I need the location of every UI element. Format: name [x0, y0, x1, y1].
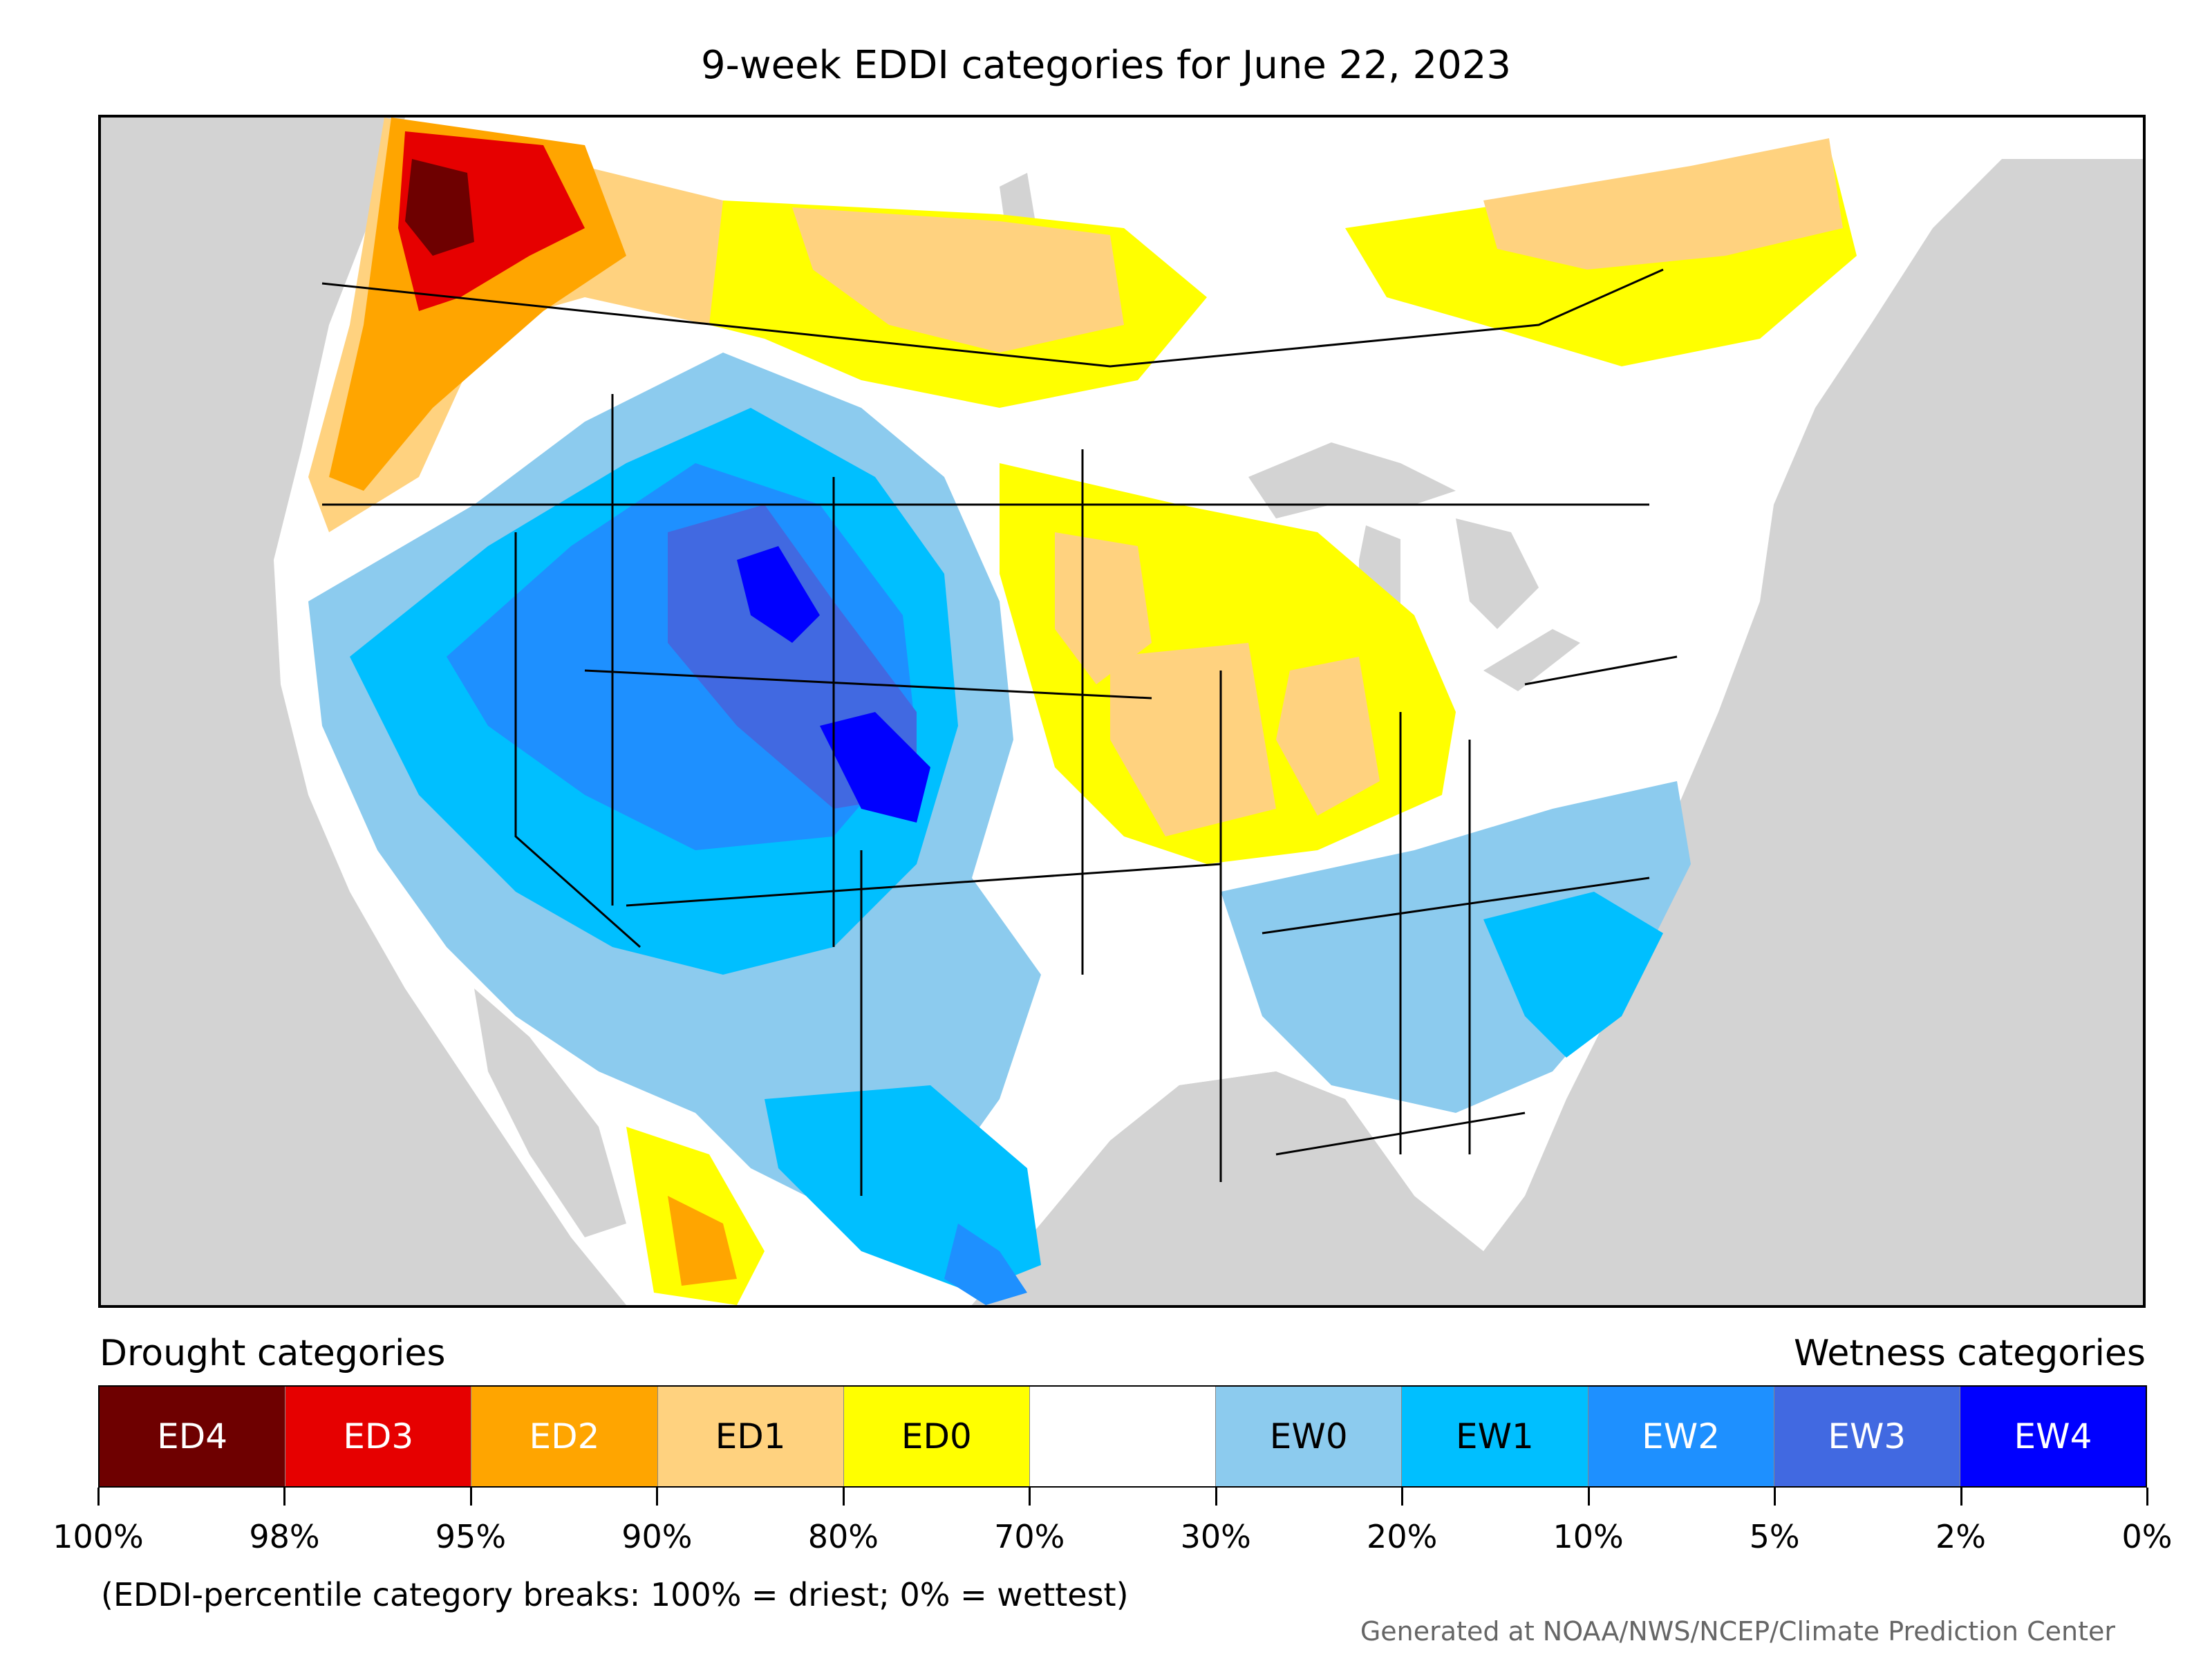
legend-swatch-ew1: EW1: [1402, 1387, 1588, 1486]
lake-huron: [1456, 518, 1539, 629]
ew4-colorado: [820, 712, 930, 823]
credit-text: Generated at NOAA/NWS/NCEP/Climate Predi…: [1360, 1616, 2115, 1647]
legend-ticks: [97, 1488, 2148, 1508]
legend-tick-label: 70%: [994, 1518, 1065, 1555]
legend-swatch-normal: [1029, 1387, 1217, 1486]
ew2-texas-coast: [944, 1224, 1027, 1305]
ed1-midwest-iowa: [1055, 532, 1152, 684]
legend-swatch-ed3: ED3: [285, 1387, 472, 1486]
legend-tick: [469, 1488, 472, 1506]
legend-tick: [2146, 1488, 2148, 1506]
legend-colorbar: ED4 ED3 ED2 ED1 ED0 EW0 EW1 EW2 EW3 EW4: [98, 1385, 2147, 1488]
legend-tick-label: 10%: [1553, 1518, 1624, 1555]
map-title: 9-week EDDI categories for June 22, 2023: [701, 43, 1511, 88]
legend-tick: [842, 1488, 845, 1506]
ed1-canada-west: [792, 207, 1124, 353]
wetness-categories-heading: Wetness categories: [1794, 1333, 2146, 1374]
eddi-map: [101, 118, 2143, 1305]
legend-swatch-ew0: EW0: [1216, 1387, 1403, 1486]
legend-swatch-ed1: ED1: [657, 1387, 844, 1486]
legend-tick: [1774, 1488, 1777, 1506]
drought-categories-heading: Drought categories: [100, 1333, 446, 1374]
legend-tick: [97, 1488, 100, 1506]
legend-tick-label: 5%: [1749, 1518, 1800, 1555]
gulf-of-mexico: [972, 1071, 1414, 1305]
legend-swatch-ew2: EW2: [1588, 1387, 1774, 1486]
legend-tick-label: 2%: [1936, 1518, 1987, 1555]
legend-swatch-ew3: EW3: [1774, 1387, 1960, 1486]
legend-swatch-ed2: ED2: [471, 1387, 658, 1486]
category-breaks-note: (EDDI-percentile category breaks: 100% =…: [101, 1576, 1129, 1613]
legend-tick: [1401, 1488, 1404, 1506]
legend-swatch-ew4: EW4: [1960, 1387, 2146, 1486]
legend-tick-label: 0%: [2121, 1518, 2173, 1555]
lake-erie: [1483, 629, 1580, 691]
state-borders: [321, 268, 1678, 1196]
legend-tick-label: 100%: [53, 1518, 144, 1555]
ed1-ontario: [1483, 138, 1843, 270]
legend-tick: [1960, 1488, 1962, 1506]
legend-tick-label: 30%: [1180, 1518, 1251, 1555]
ew4-wyoming: [737, 546, 820, 643]
legend-tick-label: 98%: [249, 1518, 320, 1555]
legend-swatch-ed4: ED4: [100, 1387, 286, 1486]
legend-tick: [1587, 1488, 1590, 1506]
ed2-mexico-gulf: [668, 1196, 737, 1286]
legend-tick-label: 90%: [621, 1518, 693, 1555]
legend-tick-label: 80%: [807, 1518, 879, 1555]
legend-tick: [1215, 1488, 1217, 1506]
map-panel: [98, 115, 2146, 1308]
legend-tick: [283, 1488, 286, 1506]
lake-superior: [1248, 442, 1456, 518]
ew1-southeast: [1483, 892, 1663, 1058]
gulf-of-california: [474, 988, 626, 1237]
ed1-midwest-missouri: [1110, 643, 1276, 836]
legend-tick-label: 95%: [435, 1518, 507, 1555]
ed4-pnw: [405, 159, 474, 256]
legend-tick: [1029, 1488, 1031, 1506]
legend-tick-label: 20%: [1367, 1518, 1438, 1555]
legend-swatch-ed0: ED0: [843, 1387, 1030, 1486]
ed1-midwest-illinois: [1276, 657, 1380, 816]
legend-tick: [656, 1488, 659, 1506]
